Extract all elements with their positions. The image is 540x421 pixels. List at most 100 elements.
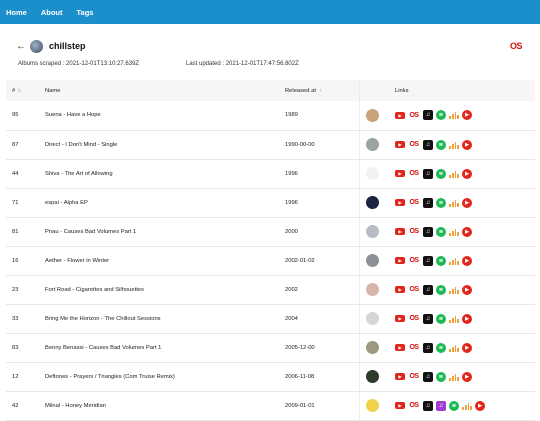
album-name[interactable]: Milnal - Honey Meridian [45, 402, 106, 409]
album-cover-thumbnail[interactable] [365, 283, 379, 296]
lastfm-icon[interactable]: OS [409, 170, 419, 177]
youtube-icon[interactable]: ▶ [395, 111, 405, 119]
album-name[interactable]: Benny Benassi - Causes Bad Volumes Part … [45, 344, 162, 351]
album-cover-thumbnail[interactable] [365, 167, 379, 180]
nav-tags-link[interactable]: Tags [76, 7, 94, 17]
album-cover-thumbnail[interactable] [365, 225, 379, 238]
album-cover-thumbnail[interactable] [365, 399, 379, 412]
apple-music-icon[interactable]: ♫ [423, 226, 433, 237]
youtube-music-icon[interactable]: ▶ [462, 371, 472, 382]
sort-asc-icon[interactable]: ↑ [319, 87, 323, 94]
lastfm-icon[interactable]: OS [409, 111, 419, 119]
youtube-icon[interactable]: ▶ [395, 170, 405, 177]
spotify-icon[interactable]: ≋ [436, 284, 446, 295]
back-arrow-icon[interactable]: ← [16, 40, 26, 52]
youtube-icon[interactable]: ▶ [395, 315, 405, 322]
youtube-music-icon[interactable]: ▶ [462, 110, 472, 121]
spotify-icon[interactable]: ≋ [449, 400, 459, 411]
spotify-icon[interactable]: ≋ [436, 313, 446, 324]
spotify-icon[interactable]: ≋ [436, 110, 446, 121]
spotify-icon[interactable]: ≋ [436, 371, 446, 382]
album-name[interactable]: Fort Road - Cigarettes and Silhouettes [45, 286, 144, 293]
youtube-music-icon[interactable]: ▶ [462, 342, 472, 353]
youtube-icon[interactable]: ▶ [395, 228, 405, 235]
spotify-icon[interactable]: ≋ [436, 342, 446, 353]
apple-music-icon[interactable]: ♫ [423, 313, 433, 324]
apple-music-icon[interactable]: ♫ [423, 400, 433, 411]
album-name[interactable]: Bring Me the Horizon - The Chillout Sess… [45, 315, 161, 322]
youtube-music-icon[interactable]: ▶ [462, 226, 472, 237]
spotify-icon[interactable]: ≋ [436, 255, 446, 266]
deezer-icon[interactable] [449, 111, 459, 120]
lastfm-icon[interactable]: OS [409, 141, 419, 148]
youtube-icon[interactable]: ▶ [395, 286, 405, 293]
youtube-music-icon[interactable]: ▶ [462, 284, 472, 295]
album-name[interactable]: Pnau - Causes Bad Volumes Part 1 [45, 228, 137, 235]
youtube-icon[interactable]: ▶ [395, 199, 405, 206]
youtube-music-icon[interactable]: ▶ [462, 139, 472, 150]
apple-music-icon[interactable]: ♫ [423, 371, 433, 382]
album-name[interactable]: Suena - Have a Hope [45, 112, 101, 119]
deezer-icon[interactable] [449, 257, 459, 265]
apple-music-icon[interactable]: ♫ [423, 168, 433, 179]
youtube-music-icon[interactable]: ▶ [462, 168, 472, 179]
deezer-icon[interactable] [462, 402, 472, 410]
deezer-icon[interactable] [449, 170, 459, 178]
album-name[interactable]: Shiva - The Art of Allowing [45, 170, 113, 177]
album-cover-thumbnail[interactable] [365, 196, 379, 209]
album-cover-thumbnail[interactable] [365, 312, 379, 325]
spotify-icon[interactable]: ≋ [436, 168, 446, 179]
spotify-icon[interactable]: ≋ [436, 139, 446, 150]
apple-music-icon[interactable]: ♫ [423, 139, 433, 150]
youtube-icon[interactable]: ▶ [395, 141, 405, 148]
header-name[interactable]: Name [45, 87, 61, 94]
nav-home-link[interactable]: Home [6, 7, 27, 17]
album-name[interactable]: Direct - I Don't Mind - Single [45, 141, 118, 148]
table-row: 23 Fort Road - Cigarettes and Silhouettes… [6, 275, 535, 304]
album-cover-thumbnail[interactable] [365, 138, 379, 151]
youtube-music-icon[interactable]: ▶ [462, 197, 472, 208]
lastfm-icon[interactable]: OS [409, 373, 419, 380]
youtube-music-icon[interactable]: ▶ [462, 313, 472, 324]
lastfm-icon[interactable]: OS [409, 199, 419, 206]
album-cover-thumbnail[interactable] [365, 341, 379, 354]
spotify-icon[interactable]: ≋ [436, 226, 446, 237]
amazon-music-icon[interactable]: ♫ [436, 400, 446, 411]
deezer-icon[interactable] [449, 141, 459, 149]
lastfm-icon[interactable]: OS [409, 286, 419, 293]
apple-music-icon[interactable]: ♫ [423, 197, 433, 208]
lastfm-icon[interactable]: OS [509, 41, 523, 51]
deezer-icon[interactable] [449, 373, 459, 381]
album-name[interactable]: Aether - Flower in Winter [45, 257, 110, 264]
youtube-icon[interactable]: ▶ [395, 257, 405, 264]
apple-music-icon[interactable]: ♫ [423, 342, 433, 353]
album-cover-thumbnail[interactable] [365, 254, 379, 267]
deezer-icon[interactable] [449, 315, 459, 323]
youtube-icon[interactable]: ▶ [395, 402, 405, 409]
youtube-music-icon[interactable]: ▶ [462, 255, 472, 266]
lastfm-icon[interactable]: OS [409, 344, 419, 351]
album-name[interactable]: Deftones - Prayers / Triangles (Com Trui… [45, 373, 175, 380]
album-cover-thumbnail[interactable] [365, 108, 379, 122]
lastfm-icon[interactable]: OS [409, 257, 419, 264]
deezer-icon[interactable] [449, 228, 459, 236]
youtube-icon[interactable]: ▶ [395, 344, 405, 351]
deezer-icon[interactable] [449, 286, 459, 294]
youtube-icon[interactable]: ▶ [395, 373, 405, 380]
apple-music-icon[interactable]: ♫ [423, 284, 433, 295]
apple-music-icon[interactable]: ♫ [423, 255, 433, 266]
nav-about-link[interactable]: About [40, 7, 63, 17]
youtube-music-icon[interactable]: ▶ [475, 400, 485, 411]
lastfm-icon[interactable]: OS [409, 315, 419, 322]
deezer-icon[interactable] [449, 344, 459, 352]
lastfm-icon[interactable]: OS [409, 402, 419, 409]
deezer-icon[interactable] [449, 199, 459, 207]
sort-icon[interactable]: ⇅ [17, 87, 22, 94]
lastfm-icon[interactable]: OS [409, 228, 419, 235]
album-cover-thumbnail[interactable] [365, 370, 379, 383]
album-name[interactable]: espai - Alpha EP [45, 199, 88, 206]
header-num[interactable]: # ⇅ [12, 87, 22, 94]
header-released[interactable]: Released at ↑ [279, 80, 360, 101]
spotify-icon[interactable]: ≋ [436, 197, 446, 208]
apple-music-icon[interactable]: ♫ [423, 110, 433, 121]
